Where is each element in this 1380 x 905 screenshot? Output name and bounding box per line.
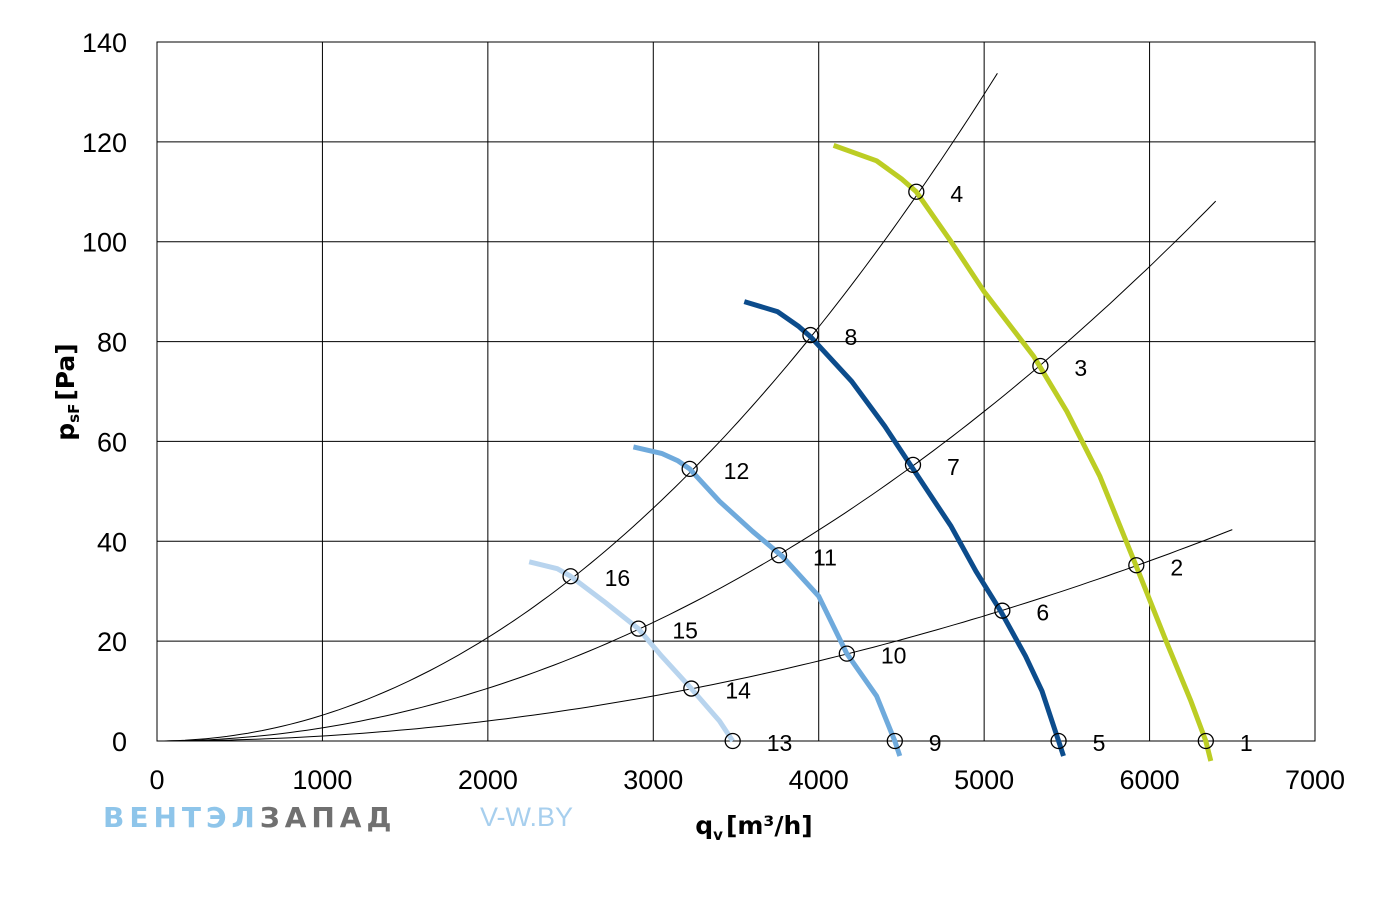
tick-labels: 0 1000 2000 3000 4000 5000 6000 7000 0 20 40 60 80 10… [82, 28, 1345, 795]
operating-point-label: 10 [881, 643, 907, 669]
y-axis-label: psF[Pa] [51, 343, 83, 440]
operating-point-marker [562, 568, 579, 585]
system-curve [157, 200, 1217, 742]
operating-point-label: 12 [724, 458, 750, 484]
fan-curve [832, 143, 1214, 762]
watermark-logo: ВЕНТЭЛЗАПАД V-W.BY [103, 801, 573, 834]
x-tick-label: 3000 [623, 765, 683, 795]
operating-point-label: 4 [950, 181, 963, 207]
y-tick-label: 120 [82, 128, 127, 158]
operating-point-marker [838, 645, 855, 662]
fan-curves [528, 143, 1214, 762]
operating-point-marker [802, 326, 819, 344]
operating-point-label: 16 [605, 565, 631, 591]
fan-curve [632, 444, 903, 757]
y-tick-label: 100 [82, 228, 127, 258]
x-tick-label: 1000 [292, 765, 352, 795]
y-tick-label: 140 [82, 28, 127, 58]
brand-text-blue: ВЕНТЭЛ [103, 801, 260, 834]
operating-point-label: 2 [1170, 554, 1183, 580]
y-tick-label: 20 [97, 627, 127, 657]
system-curve [157, 529, 1233, 742]
operating-point-marker [1128, 557, 1145, 574]
operating-point-label: 13 [767, 730, 793, 756]
x-tick-label: 6000 [1120, 765, 1180, 795]
operating-point-marker [630, 620, 647, 637]
operating-point-marker [1197, 732, 1214, 750]
y-tick-label: 40 [97, 527, 127, 557]
operating-point-marker [770, 547, 788, 564]
operating-point-marker [1032, 357, 1049, 375]
operating-point-marker [1050, 732, 1067, 750]
operating-point-label: 14 [725, 678, 751, 704]
operating-point-label: 9 [929, 730, 942, 756]
operating-point-marker [908, 183, 925, 200]
operating-point-label: 5 [1093, 730, 1106, 756]
y-tick-label: 80 [97, 328, 127, 358]
operating-point-label: 8 [844, 324, 857, 350]
y-tick-label: 0 [112, 727, 127, 757]
x-axis-label: qv [m³/h] [695, 811, 812, 844]
grid [156, 41, 1316, 742]
y-tick-label: 60 [97, 427, 127, 457]
operating-point-marker [994, 602, 1011, 619]
brand-url: V-W.BY [480, 802, 573, 832]
operating-point-label: 6 [1036, 600, 1049, 626]
operating-point-marker [724, 732, 741, 750]
operating-point-label: 7 [947, 454, 960, 480]
fan-curve [743, 299, 1066, 757]
x-tick-label: 7000 [1285, 765, 1345, 795]
svg-text:ВЕНТЭЛЗАПАД: ВЕНТЭЛЗАПАД [103, 801, 396, 834]
x-tick-label: 2000 [458, 765, 518, 795]
operating-point-label: 1 [1240, 730, 1253, 756]
operating-point-marker [681, 460, 698, 478]
operating-point-marker [904, 456, 922, 474]
brand-text-gray: ЗАПАД [260, 801, 397, 834]
operating-point-marker [886, 732, 903, 750]
operating-point-label: 15 [672, 618, 698, 644]
fan-curve [528, 559, 735, 743]
x-tick-label: 4000 [789, 765, 849, 795]
operating-point-label: 11 [813, 544, 837, 570]
operating-point-marker [683, 680, 700, 697]
operating-point-label: 3 [1074, 355, 1087, 381]
plot-border [156, 41, 1316, 742]
x-tick-label: 5000 [954, 765, 1014, 795]
x-tick-label: 0 [149, 765, 164, 795]
